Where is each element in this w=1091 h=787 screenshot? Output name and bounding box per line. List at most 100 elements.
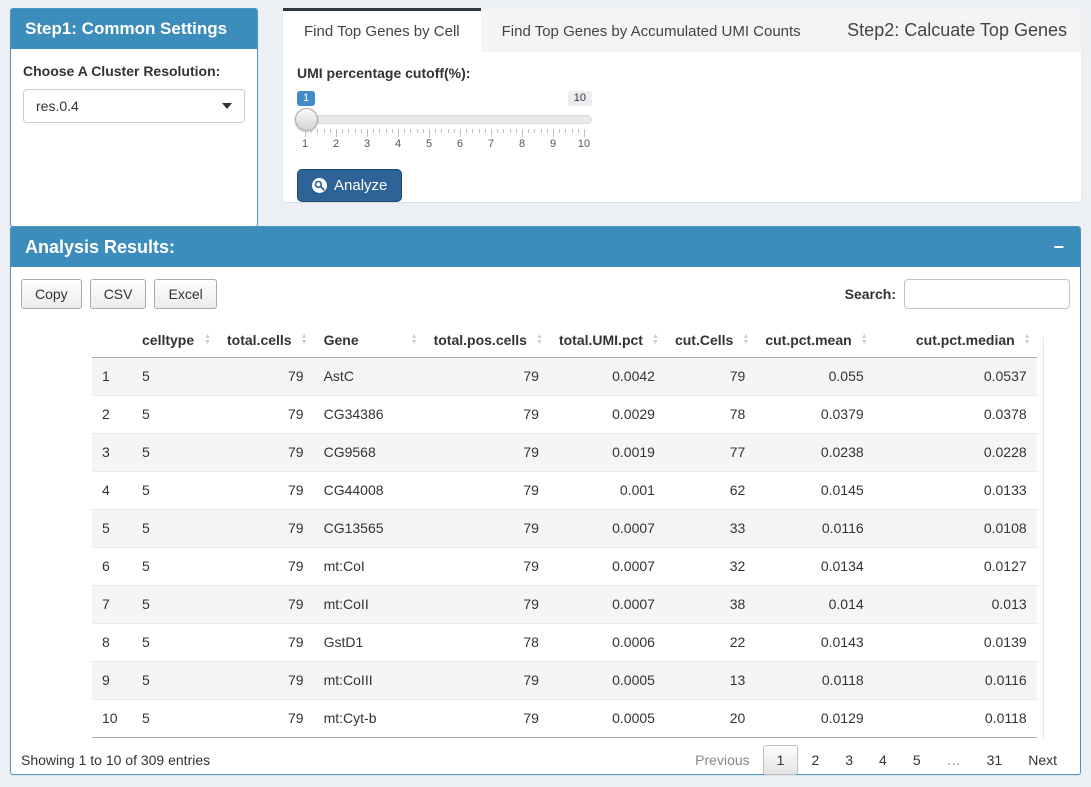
csv-button[interactable]: CSV [90,279,147,309]
collapse-icon[interactable]: − [1051,238,1066,256]
cell-cut-pct-mean: 0.055 [755,358,873,396]
slider-tick [367,129,368,137]
page-button-2[interactable]: 2 [798,746,832,774]
cell-cut-pct-mean: 0.0116 [755,510,873,548]
slider-tick [528,129,529,133]
cell-gene: GstD1 [314,624,424,662]
row-number: 6 [92,548,132,586]
cell-celltype: 5 [132,396,217,434]
slider-tick [516,129,517,133]
previous-button[interactable]: Previous [682,746,762,774]
cell-total-pos-cells: 78 [424,624,549,662]
cell-cut-pct-median: 0.0118 [874,700,1037,738]
cell-cut-pct-median: 0.0378 [874,396,1037,434]
cell-celltype: 5 [132,624,217,662]
cell-gene: CG34386 [314,396,424,434]
cell-cut-cells: 13 [665,662,755,700]
column-label: Gene [324,332,359,348]
cell-gene: CG13565 [314,510,424,548]
slider-tick [485,129,486,133]
umi-cutoff-label: UMI percentage cutoff(%): [297,65,1067,81]
excel-button[interactable]: Excel [154,279,216,309]
slider-tick [441,129,442,133]
cell-celltype: 5 [132,586,217,624]
table-row: 10579mt:Cyt-b790.0005200.01290.0118 [92,700,1037,738]
app-page: Step1: Common Settings Choose A Cluster … [0,0,1091,787]
sort-icon: ▲▼ [301,334,308,346]
page-button-5[interactable]: 5 [900,746,934,774]
column-header-total-umi-pct[interactable]: total.UMI.pct▲▼ [549,323,665,358]
table-row: 5579CG13565790.0007330.01160.0108 [92,510,1037,548]
table-search: Search: [845,279,1070,309]
cell-total-umi-pct: 0.0007 [549,510,665,548]
step1-panel-body: Choose A Cluster Resolution: res.0.4 [11,49,257,137]
slider-tick-label: 5 [426,138,432,150]
copy-button[interactable]: Copy [21,279,82,309]
page-button-31[interactable]: 31 [974,746,1016,774]
slider-tick [417,129,418,133]
sort-icon: ▲▼ [411,334,418,346]
column-header-gene[interactable]: Gene ▲▼ [314,323,424,358]
slider-tick [565,129,566,133]
cell-total-umi-pct: 0.0042 [549,358,665,396]
cell-total-cells: 79 [217,624,314,662]
slider-handle[interactable] [295,108,318,131]
cell-total-pos-cells: 79 [424,662,549,700]
cell-total-cells: 79 [217,396,314,434]
table-row: 1579AstC790.0042790.0550.0537 [92,358,1037,396]
slider-tick-label: 7 [488,138,494,150]
cell-total-pos-cells: 79 [424,548,549,586]
cell-cut-cells: 38 [665,586,755,624]
slider-tick [491,129,492,137]
column-label: total.UMI.pct [559,332,643,348]
cell-total-pos-cells: 79 [424,434,549,472]
cell-cut-cells: 20 [665,700,755,738]
table-row: 3579CG9568790.0019770.02380.0228 [92,434,1037,472]
cell-total-umi-pct: 0.0019 [549,434,665,472]
cell-total-pos-cells: 79 [424,586,549,624]
slider-tick [386,129,387,133]
column-header-celltype[interactable]: celltype▲▼ [132,323,217,358]
results-panel-body: Copy CSVExcel Search: celltype▲▼total.cel… [11,279,1080,786]
row-number: 3 [92,434,132,472]
slider-tick [398,129,399,137]
results-panel-header: Analysis Results: − [11,227,1080,267]
cell-cut-pct-mean: 0.0118 [755,662,873,700]
search-input[interactable] [904,279,1070,309]
row-number: 5 [92,510,132,548]
column-header-cut-pct-mean[interactable]: cut.pct.mean▲▼ [755,323,873,358]
search-icon [312,178,327,193]
cell-total-pos-cells: 79 [424,358,549,396]
results-table: celltype▲▼total.cells▲▼ Gene ▲▼ total.pos.c… [92,323,1037,738]
slider-track[interactable] [297,115,592,124]
row-number: 8 [92,624,132,662]
table-row: 2579CG34386790.0029780.03790.0378 [92,396,1037,434]
slider-max-badge: 10 [568,91,592,106]
column-header-cut-cells[interactable]: cut.Cells▲▼ [665,323,755,358]
column-header-cut-pct-median[interactable]: cut.pct.median▲▼ [874,323,1037,358]
cell-total-umi-pct: 0.0007 [549,586,665,624]
cell-celltype: 5 [132,700,217,738]
slider-tick-label: 9 [550,138,556,150]
slider-tick [559,129,560,133]
slider-tick [472,129,473,133]
cell-gene: mt:CoIII [314,662,424,700]
cell-total-pos-cells: 79 [424,396,549,434]
cell-cut-pct-median: 0.0537 [874,358,1037,396]
page-button-1[interactable]: 1 [763,745,799,775]
table-toolbar: Copy CSVExcel Search: [21,279,1070,309]
page-button-4[interactable]: 4 [866,746,900,774]
slider-tick [460,129,461,137]
cluster-resolution-select[interactable]: res.0.4 [23,89,245,123]
column-header-total-pos-cells[interactable]: total.pos.cells▲▼ [424,323,549,358]
table-row: 6579mt:CoI790.0007320.01340.0127 [92,548,1037,586]
slider-tick [553,129,554,137]
tab-find-top-genes-by-cell[interactable]: Find Top Genes by Cell [283,8,481,52]
tab-find-top-genes-by-accumulated-umi-counts[interactable]: Find Top Genes by Accumulated UMI Counts [481,8,822,52]
column-header-total-cells[interactable]: total.cells▲▼ [217,323,314,358]
slider-tick [305,129,306,137]
cell-celltype: 5 [132,548,217,586]
page-button-3[interactable]: 3 [832,746,866,774]
analyze-button[interactable]: Analyze [297,169,402,202]
next-button[interactable]: Next [1015,746,1070,774]
